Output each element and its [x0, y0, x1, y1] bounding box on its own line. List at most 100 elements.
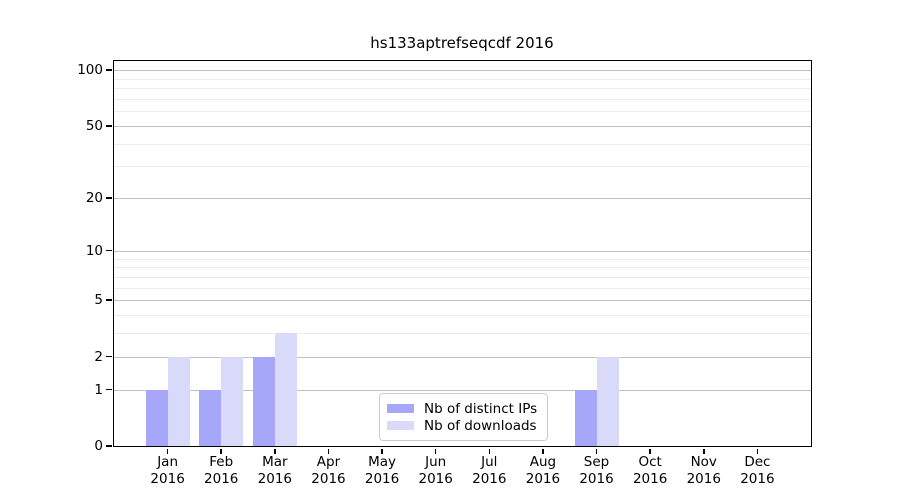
- x-tick-month: Mar: [262, 454, 288, 470]
- gridline-minor: [114, 166, 811, 168]
- x-tick-year: 2016: [364, 471, 400, 487]
- chart-title: hs133aptrefseqcdf 2016: [370, 34, 554, 52]
- x-tick-mark: [434, 449, 437, 454]
- x-tick-mark: [274, 449, 276, 454]
- x-tick-label-jan: Jan 2016: [133, 454, 203, 488]
- x-tick-year: 2016: [632, 471, 668, 487]
- gridline-minor: [114, 287, 811, 289]
- bar-distinct-ips-jan: [145, 389, 168, 446]
- x-tick-mark: [649, 449, 651, 454]
- x-tick-year: 2016: [257, 471, 293, 487]
- gridline-major: [114, 250, 811, 252]
- x-tick-month: Feb: [209, 454, 234, 470]
- y-tick-label: 0: [94, 438, 103, 454]
- y-tick-mark: [106, 197, 112, 199]
- x-tick-mark: [703, 449, 705, 454]
- gridline-minor: [114, 314, 811, 316]
- y-tick-mark: [106, 69, 112, 71]
- gridline-major: [114, 356, 811, 358]
- x-tick-year: 2016: [418, 471, 453, 487]
- y-tick-mark: [106, 125, 112, 127]
- gridline-minor: [114, 333, 811, 335]
- x-tick-year: 2016: [525, 471, 561, 487]
- x-tick-month: Nov: [690, 454, 717, 470]
- gridline-minor: [114, 98, 811, 100]
- legend-label-distinct-ips: Nb of distinct IPs: [424, 400, 538, 417]
- gridline-minor: [114, 88, 811, 90]
- legend-label-downloads: Nb of downloads: [424, 417, 537, 434]
- x-tick-label-oct: Oct 2016: [615, 454, 685, 488]
- y-tick-label: 2: [94, 348, 103, 365]
- bar-downloads-mar: [274, 333, 297, 446]
- x-tick-label-dec: Dec 2016: [722, 454, 792, 488]
- bar-distinct-ips-mar: [252, 356, 275, 446]
- x-tick-label-nov: Nov 2016: [669, 454, 739, 488]
- gridline-minor: [114, 111, 811, 113]
- x-tick-mark: [756, 449, 759, 454]
- x-tick-label-may: May 2016: [347, 454, 417, 488]
- x-tick-month: May: [368, 454, 397, 470]
- x-tick-month: Dec: [744, 454, 771, 470]
- x-tick-year: 2016: [740, 471, 775, 487]
- y-tick-mark: [106, 355, 112, 358]
- gridline-minor: [114, 78, 811, 80]
- bar-distinct-ips-feb: [199, 389, 222, 446]
- x-tick-month: Jul: [481, 454, 498, 470]
- gridline-major: [114, 300, 811, 302]
- x-tick-year: 2016: [579, 471, 614, 487]
- legend: Nb of distinct IPs Nb of downloads: [379, 393, 548, 441]
- x-tick-month: Oct: [638, 454, 662, 470]
- legend-swatch-distinct-ips: [387, 404, 414, 413]
- y-tick-label: 20: [85, 190, 103, 207]
- gridline-minor: [114, 258, 811, 260]
- x-tick-mark: [327, 449, 330, 454]
- x-tick-label-jun: Jun 2016: [401, 454, 471, 488]
- gridline-minor: [114, 267, 811, 269]
- bar-downloads-feb: [221, 356, 244, 446]
- x-tick-mark: [595, 449, 598, 454]
- x-tick-label-jul: Jul 2016: [454, 454, 524, 488]
- y-tick-label: 5: [94, 292, 103, 309]
- x-tick-year: 2016: [686, 471, 721, 487]
- plot-area: 0 1 2 5 10 20 50 100 Jan 2016 Feb 2016 Mar 2016 Apr 201…: [77, 60, 812, 487]
- x-tick-mark: [166, 449, 169, 454]
- x-tick-year: 2016: [311, 471, 346, 487]
- y-tick-label: 10: [85, 242, 103, 259]
- bar-downloads-jan: [167, 356, 190, 446]
- bar-distinct-ips-sep: [574, 389, 597, 446]
- gridline-major: [114, 198, 811, 200]
- x-tick-label-apr: Apr 2016: [293, 454, 363, 488]
- x-tick-mark: [220, 449, 222, 454]
- x-tick-label-feb: Feb 2016: [186, 454, 256, 488]
- x-tick-month: Apr: [316, 454, 341, 470]
- x-tick-label-sep: Sep 2016: [562, 454, 632, 488]
- x-tick-mark: [488, 449, 491, 454]
- gridline-major: [114, 125, 811, 127]
- x-tick-mark: [542, 449, 544, 454]
- x-tick-year: 2016: [150, 471, 185, 487]
- y-tick-mark: [106, 299, 112, 301]
- x-tick-month: Jan: [157, 454, 179, 470]
- x-tick-year: 2016: [204, 471, 239, 487]
- legend-entry-distinct-ips: Nb of distinct IPs: [387, 400, 539, 417]
- gridline-major: [114, 389, 811, 391]
- legend-entry-downloads: Nb of downloads: [387, 417, 539, 434]
- y-tick-label: 100: [77, 62, 103, 79]
- x-tick-month: Jun: [425, 454, 447, 470]
- gridline-minor: [114, 276, 811, 278]
- x-tick-mark: [381, 449, 383, 454]
- y-tick-mark: [106, 249, 112, 252]
- bar-downloads-sep: [596, 356, 619, 446]
- y-tick-mark: [106, 388, 112, 391]
- x-tick-label-aug: Aug 2016: [508, 454, 578, 488]
- y-tick-mark: [106, 445, 112, 447]
- x-tick-month: Aug: [529, 454, 557, 470]
- x-tick-year: 2016: [472, 471, 507, 487]
- y-tick-label: 50: [85, 117, 103, 134]
- gridline-major: [114, 70, 811, 72]
- legend-swatch-downloads: [387, 421, 414, 430]
- gridline-minor: [114, 143, 811, 145]
- y-tick-label: 1: [94, 381, 103, 398]
- x-tick-label-mar: Mar 2016: [240, 454, 310, 488]
